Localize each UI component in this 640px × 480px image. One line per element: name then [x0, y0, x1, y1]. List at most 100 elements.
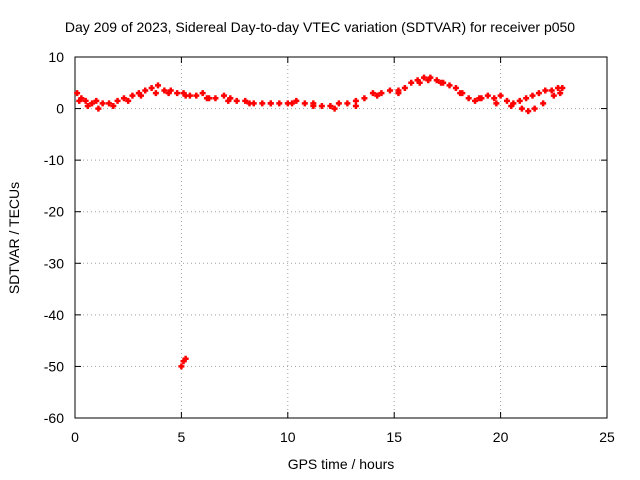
x-tick-label: 20 — [493, 429, 509, 445]
data-point — [491, 95, 498, 102]
data-point — [199, 90, 206, 97]
data-point — [518, 105, 525, 112]
data-point — [203, 95, 210, 102]
data-point — [99, 100, 106, 107]
data-point — [110, 102, 117, 109]
data-point — [352, 97, 359, 104]
data-point — [529, 92, 536, 99]
y-tick-label: 10 — [48, 49, 64, 65]
data-point — [120, 95, 127, 102]
data-point — [74, 90, 81, 97]
data-point — [129, 92, 136, 99]
data-point — [148, 84, 155, 91]
data-point — [472, 97, 479, 104]
data-point — [497, 92, 504, 99]
y-axis-label: SDTVAR / TECUs — [6, 181, 22, 295]
data-point — [178, 363, 185, 370]
data-point — [416, 79, 423, 86]
data-point — [246, 100, 253, 107]
data-point — [408, 79, 415, 86]
x-tick-label: 15 — [386, 429, 402, 445]
data-point — [523, 95, 530, 102]
data-point — [93, 97, 100, 104]
data-point — [386, 87, 393, 94]
data-point — [493, 100, 500, 107]
data-point — [446, 82, 453, 89]
data-point — [557, 90, 564, 97]
data-point — [95, 105, 102, 112]
data-point — [259, 100, 266, 107]
axis-ticks: 0 5 10 15 20 25 10 0 -10 -20 -30 -40 -50 -60 — [44, 49, 615, 445]
data-point — [165, 90, 172, 97]
data-point — [540, 100, 547, 107]
y-tick-label: -50 — [44, 358, 64, 374]
data-point — [531, 105, 538, 112]
data-point — [516, 97, 523, 104]
data-point — [433, 77, 440, 84]
data-point — [331, 105, 338, 112]
data-point — [503, 97, 510, 104]
grid-lines — [75, 57, 607, 418]
data-point — [318, 102, 325, 109]
data-point — [395, 90, 402, 97]
data-point — [212, 95, 219, 102]
data-point — [535, 90, 542, 97]
data-point — [310, 102, 317, 109]
plot-frame — [74, 56, 608, 419]
x-tick-label: 0 — [71, 429, 79, 445]
data-point — [114, 97, 121, 104]
y-tick-label: 0 — [56, 101, 64, 117]
data-point — [335, 100, 342, 107]
data-point — [476, 95, 483, 102]
data-point — [425, 77, 432, 84]
data-point — [550, 92, 557, 99]
data-point — [420, 74, 427, 81]
chart-title: Day 209 of 2023, Sidereal Day-to-day VTE… — [64, 19, 576, 35]
data-point — [559, 84, 566, 91]
y-tick-label: -30 — [44, 255, 64, 271]
x-tick-label: 10 — [280, 429, 296, 445]
data-point — [344, 100, 351, 107]
data-point — [182, 92, 189, 99]
data-point — [465, 95, 472, 102]
data-point — [161, 87, 168, 94]
data-point — [242, 97, 249, 104]
data-point — [438, 79, 445, 86]
x-tick-label: 25 — [599, 429, 615, 445]
data-point — [452, 84, 459, 91]
data-point — [174, 90, 181, 97]
data-point — [267, 100, 274, 107]
data-point — [276, 100, 283, 107]
data-point — [289, 100, 296, 107]
data-point — [361, 95, 368, 102]
data-point — [401, 84, 408, 91]
data-point — [137, 92, 144, 99]
data-point — [293, 97, 300, 104]
data-point — [82, 97, 89, 104]
data-point — [378, 90, 385, 97]
data-point — [508, 102, 515, 109]
data-point — [89, 100, 96, 107]
data-point — [142, 87, 149, 94]
data-point — [525, 108, 532, 115]
data-point — [152, 90, 159, 97]
data-point — [106, 100, 113, 107]
data-point — [154, 82, 161, 89]
data-point — [193, 92, 200, 99]
data-point — [233, 97, 240, 104]
y-tick-label: -10 — [44, 152, 64, 168]
data-point — [125, 97, 132, 104]
data-point — [225, 97, 232, 104]
data-point — [374, 92, 381, 99]
data-point — [542, 87, 549, 94]
data-point — [352, 102, 359, 109]
data-point — [301, 100, 308, 107]
data-point — [327, 102, 334, 109]
data-point — [548, 87, 555, 94]
data-point — [369, 90, 376, 97]
data-point — [76, 97, 83, 104]
data-point — [220, 92, 227, 99]
y-tick-label: -40 — [44, 307, 64, 323]
data-point — [484, 92, 491, 99]
